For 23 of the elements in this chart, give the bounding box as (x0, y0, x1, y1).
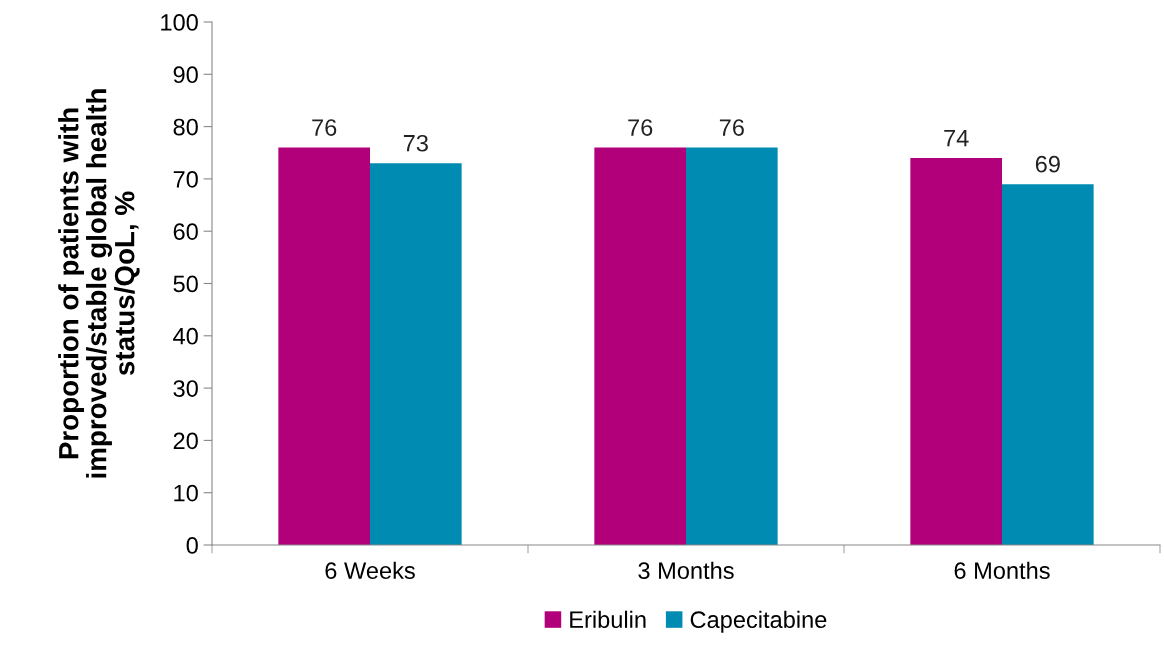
y-tick-label: 60 (173, 223, 198, 240)
y-tick-label: 90 (173, 66, 198, 84)
data-label: 69 (1035, 155, 1060, 173)
x-tick-label: 6 Months (954, 561, 1050, 580)
y-tick-label: 50 (173, 275, 198, 293)
data-label: 76 (312, 119, 337, 136)
x-tick-label: 3 Months (638, 561, 734, 580)
legend-label: Eribulin (570, 610, 646, 629)
data-label: 76 (628, 119, 653, 136)
legend-label: Capecitabine (690, 610, 827, 633)
y-tick-label: 0 (186, 537, 198, 554)
y-tick-label: 100 (161, 14, 198, 31)
data-label: 74 (944, 129, 969, 147)
y-axis-title: Proportion of patients with improved/stable global health status/QoL, % (58, 89, 140, 478)
y-tick-label: 30 (173, 380, 198, 397)
data-label: 73 (403, 134, 428, 152)
y-tick-label: 70 (173, 170, 198, 188)
y-tick-label: 20 (173, 432, 198, 450)
y-tick-label: 40 (173, 327, 198, 345)
y-tick-label: 10 (174, 484, 198, 502)
y-tick-label: 80 (173, 118, 198, 136)
data-label: 76 (719, 119, 744, 136)
x-tick-label: 6 Weeks (325, 561, 415, 580)
